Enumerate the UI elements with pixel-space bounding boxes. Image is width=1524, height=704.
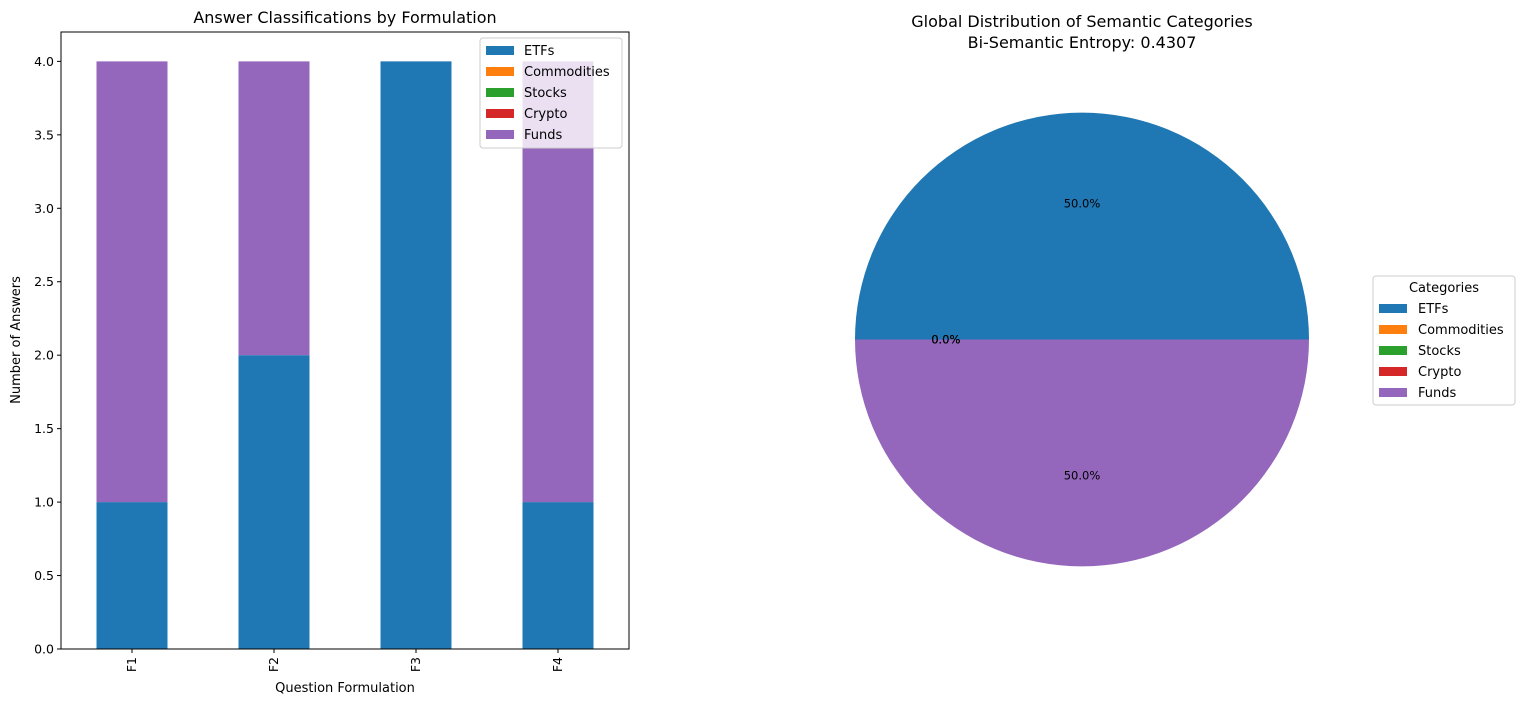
legend-label-etfs: ETFs: [524, 44, 555, 59]
pie-slice-funds: [855, 339, 1309, 567]
legend-swatch-crypto: [486, 109, 514, 118]
bar-etfs-f1: [96, 502, 168, 649]
y-axis-label: Number of Answers: [9, 276, 24, 404]
pie-legend-title: Categories: [1409, 281, 1479, 296]
x-tick-label: F2: [266, 657, 281, 672]
pie-legend-swatch-stocks: [1379, 346, 1407, 355]
pie-label-funds: 50.0%: [1064, 469, 1101, 483]
bar-funds-f1: [96, 61, 168, 503]
bar-chart-title: Answer Classifications by Formulation: [193, 8, 496, 27]
x-tick-label: F3: [408, 657, 423, 672]
x-tick-label: F1: [124, 657, 139, 672]
y-tick-label: 1.0: [34, 495, 54, 510]
y-tick-label: 2.0: [34, 348, 54, 363]
pie-legend-label-funds: Funds: [1418, 386, 1456, 401]
pie-slice-etfs: [855, 112, 1309, 340]
y-tick-label: 0.5: [34, 568, 54, 583]
bar-etfs-f2: [238, 355, 310, 649]
bar-etfs-f4: [522, 502, 594, 649]
pie-chart: Global Distribution of Semantic Categori…: [855, 12, 1516, 567]
pie-legend: Categories ETFs Commodities Stocks Crypto Fun…: [1372, 275, 1516, 406]
legend-swatch-funds: [486, 130, 514, 139]
y-tick-label: 2.5: [34, 274, 54, 289]
pie-legend-box: [1372, 275, 1516, 406]
bar-funds-f2: [238, 61, 310, 356]
pie-chart-title: Global Distribution of Semantic Categori…: [911, 12, 1252, 31]
bar-etfs-f3: [380, 61, 452, 649]
y-tick-label: 4.0: [34, 54, 54, 69]
pie-legend-label-stocks: Stocks: [1418, 344, 1461, 359]
pie-legend-label-commodities: Commodities: [1418, 323, 1504, 338]
x-axis-ticks: F1 F2 F3 F4: [124, 649, 565, 672]
bar-plot-frame: [60, 31, 630, 650]
pie-label-crypto: 0.0%: [931, 333, 960, 347]
stacked-bar-chart: Answer Classifications by Formulation 0.…: [9, 8, 630, 696]
pie-legend-label-crypto: Crypto: [1418, 365, 1461, 380]
legend-swatch-etfs: [486, 46, 514, 55]
pie-labels: 50.0%0.0%0.0%0.0%50.0%: [931, 196, 1100, 482]
x-axis-label: Question Formulation: [275, 681, 415, 696]
pie-legend-swatch-etfs: [1379, 304, 1407, 313]
y-tick-label: 1.5: [34, 421, 54, 436]
legend-label-funds: Funds: [524, 128, 562, 143]
bar-legend: ETFs Commodities Stocks Crypto Funds: [479, 37, 623, 149]
pie-legend-swatch-commodities: [1379, 325, 1407, 334]
y-tick-label: 3.5: [34, 127, 54, 142]
legend-swatch-stocks: [486, 88, 514, 97]
pie-legend-swatch-funds: [1379, 388, 1407, 397]
y-axis-ticks: 0.0 0.5 1.0 1.5 2.0 2.5 3.0 3.5 4.0: [34, 54, 61, 657]
y-tick-label: 0.0: [34, 642, 54, 657]
pie-chart-subtitle: Bi-Semantic Entropy: 0.4307: [968, 33, 1197, 52]
pie-legend-label-etfs: ETFs: [1418, 302, 1449, 317]
pie-label-commodities: 0.0%: [931, 333, 960, 347]
bar-marks: [96, 61, 594, 649]
legend-label-commodities: Commodities: [524, 65, 610, 80]
legend-label-stocks: Stocks: [524, 86, 567, 101]
pie-label-stocks: 0.0%: [931, 333, 960, 347]
y-tick-label: 3.0: [34, 201, 54, 216]
pie-legend-swatch-crypto: [1379, 367, 1407, 376]
pie-marks: [855, 112, 1309, 567]
x-tick-label: F4: [550, 657, 565, 672]
legend-box: [479, 37, 623, 149]
legend-label-crypto: Crypto: [524, 107, 567, 122]
legend-swatch-commodities: [486, 67, 514, 76]
pie-label-etfs: 50.0%: [1064, 196, 1101, 210]
